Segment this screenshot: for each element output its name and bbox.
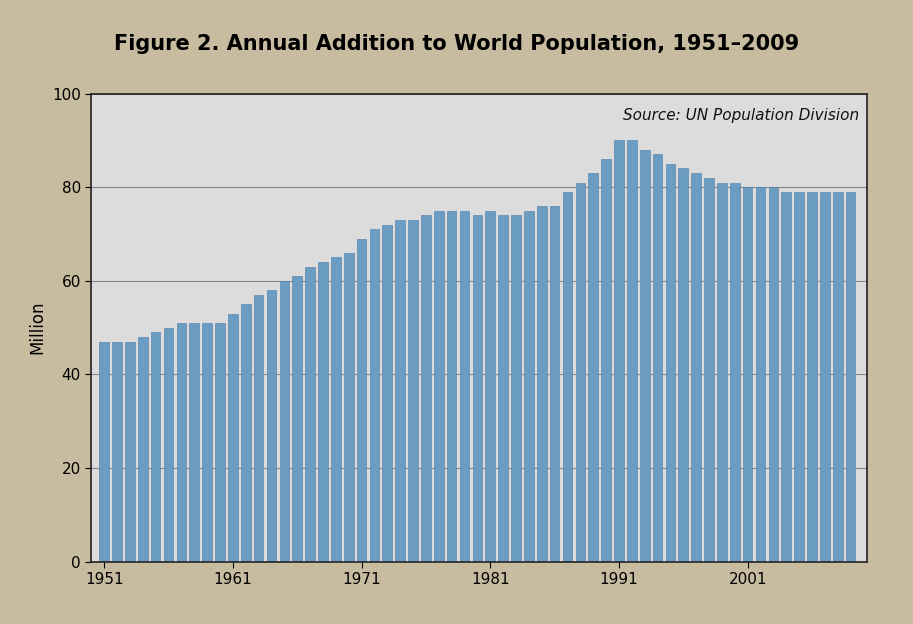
Bar (421, 215, 431, 562)
Bar (640, 150, 649, 562)
Bar (575, 182, 585, 562)
Bar (279, 281, 289, 562)
Bar (395, 220, 405, 562)
Bar (370, 230, 379, 562)
Bar (203, 323, 212, 562)
Bar (176, 323, 186, 562)
Bar (782, 192, 791, 562)
Bar (163, 328, 173, 562)
Bar (756, 187, 765, 562)
Bar (446, 211, 456, 562)
Bar (730, 182, 740, 562)
Bar (717, 182, 727, 562)
Bar (408, 220, 418, 562)
Text: Source: UN Population Division: Source: UN Population Division (624, 107, 859, 123)
Bar (292, 276, 302, 562)
Bar (254, 295, 264, 562)
Bar (215, 323, 225, 562)
Bar (820, 192, 830, 562)
Bar (344, 253, 353, 562)
Bar (833, 192, 843, 562)
Text: Figure 2. Annual Addition to World Population, 1951–2009: Figure 2. Annual Addition to World Popul… (114, 34, 799, 54)
Bar (537, 206, 547, 562)
Bar (666, 164, 676, 562)
Bar (653, 155, 663, 562)
Bar (241, 305, 250, 562)
Bar (691, 173, 701, 562)
Bar (769, 187, 778, 562)
Bar (434, 211, 444, 562)
Bar (562, 192, 572, 562)
Bar (318, 262, 328, 562)
Bar (460, 211, 469, 562)
Bar (627, 140, 636, 562)
Bar (331, 257, 341, 562)
Bar (125, 342, 135, 562)
Bar (588, 173, 598, 562)
Bar (473, 215, 482, 562)
Bar (357, 239, 366, 562)
Bar (267, 290, 277, 562)
Bar (498, 215, 508, 562)
Bar (550, 206, 560, 562)
Bar (112, 342, 121, 562)
Bar (100, 342, 109, 562)
Bar (743, 187, 752, 562)
Bar (524, 211, 534, 562)
Bar (602, 159, 611, 562)
Bar (807, 192, 817, 562)
Bar (845, 192, 855, 562)
Bar (305, 267, 315, 562)
Bar (189, 323, 199, 562)
Bar (383, 225, 392, 562)
Bar (486, 211, 495, 562)
Bar (794, 192, 804, 562)
Bar (614, 140, 624, 562)
Bar (511, 215, 520, 562)
Bar (151, 332, 161, 562)
Y-axis label: Million: Million (28, 301, 47, 354)
Bar (678, 168, 688, 562)
Bar (138, 337, 148, 562)
Bar (704, 178, 714, 562)
Bar (228, 313, 237, 562)
